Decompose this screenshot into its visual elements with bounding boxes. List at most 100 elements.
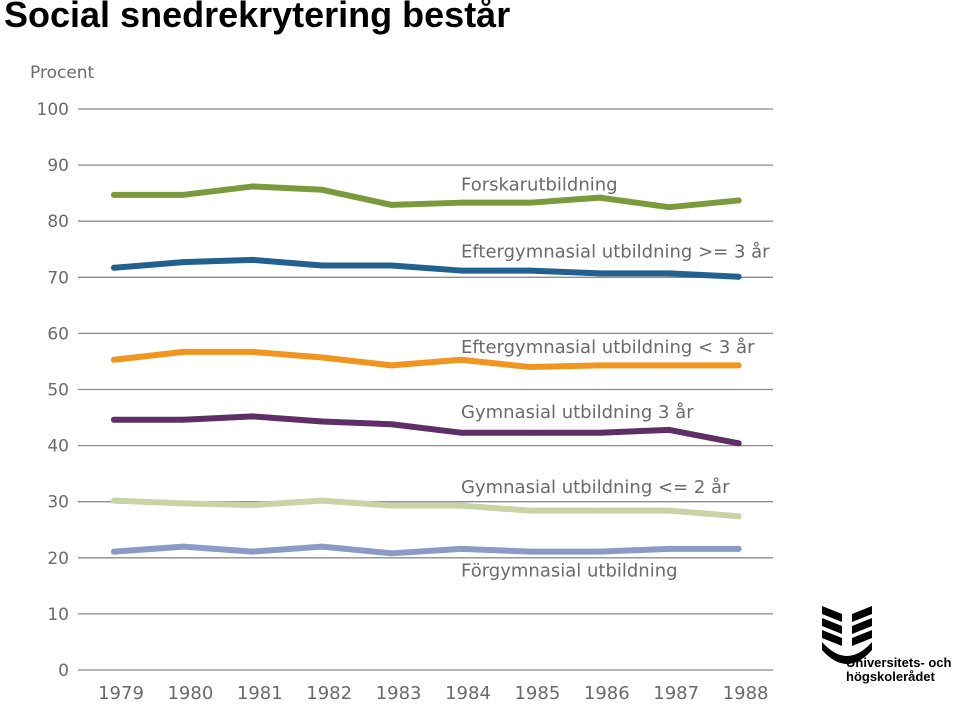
- data-point: [458, 545, 464, 552]
- data-point: [111, 356, 117, 363]
- data-point: [180, 259, 187, 266]
- series-label: Forskarutbildning: [461, 175, 618, 196]
- slide-title: Social snedrekrytering består: [4, 0, 511, 35]
- series-line-0: [111, 183, 742, 211]
- x-tick-label: 1979: [98, 683, 144, 704]
- data-point: [111, 497, 117, 504]
- data-point: [527, 267, 534, 274]
- logo-text: Universitets- och högskolerådet: [846, 656, 951, 684]
- data-point: [111, 264, 117, 271]
- data-point: [111, 191, 117, 198]
- data-point: [527, 199, 534, 206]
- y-tick-label: 90: [47, 156, 69, 176]
- series-labels: Forskarutbildning Eftergymnasial utbildni…: [461, 175, 770, 582]
- series-line-3: [111, 413, 742, 447]
- series-line-2: [111, 348, 742, 371]
- gridlines: [78, 108, 773, 671]
- data-point: [527, 548, 534, 555]
- data-point: [249, 502, 256, 509]
- data-point: [180, 348, 187, 355]
- y-tick-label: 10: [47, 605, 69, 625]
- data-point: [666, 426, 673, 433]
- data-point: [388, 550, 395, 557]
- data-point: [666, 545, 673, 552]
- series-label: Eftergymnasial utbildning >= 3 år: [461, 241, 770, 262]
- data-point: [319, 186, 326, 193]
- data-point: [527, 507, 534, 514]
- data-point: [596, 548, 603, 555]
- data-point: [249, 256, 256, 263]
- data-point: [666, 507, 673, 514]
- data-point: [666, 270, 673, 277]
- data-point: [388, 362, 395, 369]
- data-point: [388, 262, 395, 269]
- data-point: [458, 429, 464, 436]
- data-point: [319, 262, 326, 269]
- data-point: [735, 440, 742, 447]
- data-point: [735, 273, 742, 280]
- x-tick-label: 1982: [306, 683, 352, 704]
- data-point: [596, 507, 603, 514]
- x-tick-label: 1983: [376, 683, 422, 704]
- data-point: [666, 362, 673, 369]
- data-point: [458, 356, 464, 363]
- data-point: [180, 416, 187, 423]
- y-tick-label: 50: [47, 381, 69, 401]
- series-label: Eftergymnasial utbildning < 3 år: [461, 337, 755, 358]
- y-tick-labels: 0 10 20 30 40 50 60 70 80 90 100: [37, 100, 69, 681]
- x-tick-labels: 1979 1980 1981 1982 1983 1984 1985 1986 1987 1988: [98, 683, 768, 704]
- y-tick-label: 30: [47, 493, 69, 513]
- data-point: [735, 197, 742, 204]
- data-point: [388, 421, 395, 428]
- data-point: [735, 362, 742, 369]
- data-point: [596, 362, 603, 369]
- y-tick-label: 70: [47, 268, 69, 288]
- data-point: [458, 267, 464, 274]
- x-tick-label: 1981: [237, 683, 283, 704]
- series-label: Gymnasial utbildning <= 2 år: [461, 477, 730, 498]
- data-point: [527, 429, 534, 436]
- x-tick-label: 1988: [723, 683, 769, 704]
- y-tick-label: 0: [58, 661, 69, 681]
- data-point: [735, 513, 742, 520]
- data-point: [458, 199, 464, 206]
- y-tick-label: 80: [47, 212, 69, 232]
- y-tick-label: 40: [47, 437, 69, 457]
- data-point: [111, 548, 117, 555]
- data-point: [388, 502, 395, 509]
- logo-text-line1: Universitets- och: [846, 655, 952, 670]
- series-line-1: [111, 256, 742, 280]
- data-point: [735, 545, 742, 552]
- series-label: Förgymnasial utbildning: [461, 561, 678, 582]
- data-point: [180, 543, 187, 550]
- x-tick-label: 1987: [653, 683, 699, 704]
- y-axis-title: Procent: [30, 63, 95, 83]
- x-tick-label: 1980: [167, 683, 213, 704]
- data-point: [596, 270, 603, 277]
- series-lines: [111, 183, 742, 557]
- data-point: [180, 500, 187, 507]
- data-point: [458, 502, 464, 509]
- series-line-5: [111, 543, 742, 557]
- logo-text-line2: högskolerådet: [846, 669, 935, 684]
- x-tick-label: 1984: [445, 683, 491, 704]
- data-point: [596, 194, 603, 201]
- uhr-logo-icon: [822, 606, 872, 664]
- data-point: [666, 204, 673, 211]
- y-tick-label: 20: [47, 549, 69, 569]
- series-line-4: [111, 497, 742, 520]
- y-tick-label: 60: [47, 324, 69, 344]
- data-point: [319, 354, 326, 361]
- data-point: [319, 497, 326, 504]
- series-label: Gymnasial utbildning 3 år: [461, 402, 694, 423]
- data-point: [596, 429, 603, 436]
- data-point: [527, 364, 534, 371]
- data-point: [249, 183, 256, 190]
- data-point: [180, 191, 187, 198]
- data-point: [249, 413, 256, 420]
- data-point: [249, 548, 256, 555]
- data-point: [319, 418, 326, 425]
- data-point: [319, 543, 326, 550]
- data-point: [388, 201, 395, 208]
